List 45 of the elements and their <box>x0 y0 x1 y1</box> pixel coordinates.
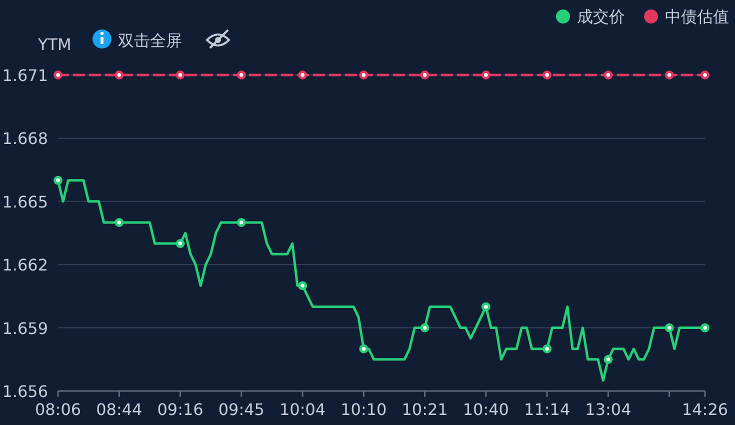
y-tick-label: 1.659 <box>2 318 48 338</box>
point <box>481 302 490 312</box>
y-tick-label: 1.662 <box>2 256 48 275</box>
point <box>420 70 430 80</box>
point <box>114 70 124 80</box>
x-tick-label: 10:40 <box>462 400 509 419</box>
x-tick-label: 10:21 <box>402 400 448 419</box>
legend-label: 中债估值 <box>665 7 729 26</box>
point <box>176 70 185 80</box>
point <box>298 281 308 290</box>
text: 双击全屏 <box>118 31 182 50</box>
point <box>359 70 368 80</box>
x-tick-label: 08:44 <box>96 400 142 419</box>
point <box>359 344 368 354</box>
x-tick-label: 11:14 <box>524 400 570 419</box>
point <box>420 323 430 332</box>
point <box>542 344 552 354</box>
x-tick-label: 08:06 <box>34 400 82 419</box>
point <box>542 70 552 80</box>
point <box>114 218 124 227</box>
point <box>176 239 185 248</box>
x-tick-label: 10:04 <box>279 400 326 419</box>
point <box>54 70 62 80</box>
y-tick-label: 1.671 <box>2 66 48 85</box>
point <box>604 354 613 364</box>
point <box>298 70 308 80</box>
point <box>664 70 674 80</box>
x-tick-label: 09:45 <box>218 400 264 419</box>
point <box>604 70 613 80</box>
point <box>481 70 490 80</box>
x-tick-label: 14:26 <box>682 400 728 419</box>
point <box>664 323 674 332</box>
point <box>700 323 710 332</box>
point <box>236 218 246 227</box>
y-tick-label: 1.665 <box>2 192 48 212</box>
x-tick-label: 09:16 <box>157 400 204 419</box>
point <box>54 176 62 185</box>
x-tick-label: 13:04 <box>585 400 632 419</box>
point <box>700 70 710 80</box>
y-tick-label: 1.668 <box>2 129 48 148</box>
point <box>236 70 246 80</box>
y-axis-title: YTM <box>37 35 72 54</box>
y-tick-label: 1.656 <box>2 382 48 401</box>
x-tick-label: 10:10 <box>340 400 387 419</box>
legend-label: 成交价 <box>577 7 625 26</box>
